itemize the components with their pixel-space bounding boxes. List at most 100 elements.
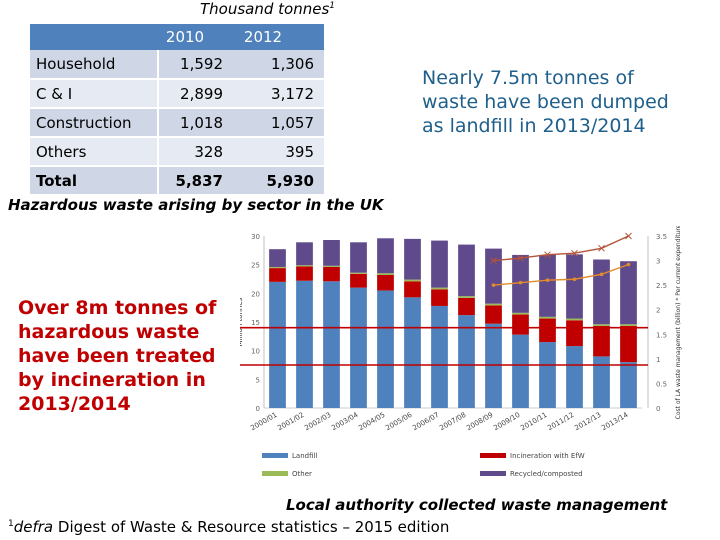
bar-segment-incineration-with-efw [404,281,421,298]
bar-segment-other [269,266,286,269]
bar-segment-landfill [512,334,529,408]
x-tick-label: 2013/14 [600,411,630,433]
bar-segment-incineration-with-efw [539,318,556,343]
bar-segment-other [512,312,529,315]
bar-segment-incineration-with-efw [593,326,610,357]
table-cell: Others [30,137,159,167]
bar-segment-other [323,265,340,267]
bar-segment-landfill [350,287,367,408]
bar-segment-landfill [539,342,556,408]
cost-marker [626,262,631,267]
bar-segment-other [566,318,583,321]
y2-tick-label: 1.5 [656,331,667,339]
y-tick-label: 15 [251,319,260,327]
table-cell: 3,172 [241,79,324,109]
bar-segment-incineration-with-efw [269,268,286,282]
table-cell: 1,018 [158,108,241,138]
hazard-note: Over 8m tonnes of hazardous waste have b… [18,297,217,415]
y-tick-label: 30 [251,233,260,241]
bar-segment-other [458,296,475,298]
y2-tick-label: 3 [656,258,660,266]
y2-tick-label: 2.5 [656,282,667,290]
cost-marker [572,277,577,282]
bar-segment-landfill [296,280,313,408]
table-cell: 1,592 [158,50,241,80]
legend-swatch [480,471,506,476]
bar-segment-incineration-with-efw [458,297,475,316]
bar-segment-incineration-with-efw [512,314,529,335]
legend-swatch [480,453,506,458]
chart-caption: Local authority collected waste manageme… [286,496,668,514]
table-cell: C & I [30,79,159,109]
x-tick-label: 2011/12 [546,411,575,432]
cost-marker [571,249,578,257]
landfill-note: Nearly 7.5m tonnes of waste have been du… [422,67,669,137]
bar-segment-landfill [458,315,475,408]
source-footnote: 1defra Digest of Waste & Resource statis… [8,518,450,536]
table-row: C & I 2,899 3,172 [30,79,324,109]
table-col-2012: 2012 [243,28,283,46]
y-tick-label: 25 [251,262,260,270]
table-cell: 2,899 [158,79,241,109]
bar-segment-other [350,272,367,274]
x-tick-label: 2009/10 [492,411,521,432]
x-tick-label: 2000/01 [249,411,278,432]
legend-label: Incineration with EfW [510,452,585,460]
bar-segment-other [377,273,394,275]
legend-label: Other [292,470,312,478]
table-cell: Total [30,166,159,196]
cost-marker [544,251,551,259]
bar-segment-other [296,265,313,267]
y-tick-label: 20 [251,290,260,298]
y-tick-label: 0 [256,405,260,413]
x-tick-label: 2006/07 [411,411,440,432]
x-tick-label: 2010/11 [519,411,548,432]
table-row: Total 5,837 5,930 [30,166,324,196]
cost-line [493,235,629,262]
x-tick-label: 2012/13 [573,411,602,432]
cost-marker [491,283,496,287]
cost-marker [545,278,550,283]
table-cell: 395 [241,137,324,167]
cost-marker [518,280,523,285]
y-tick-label: 10 [251,348,260,356]
table-unit-label: Thousand tonnes1 [200,0,336,18]
y2-axis-label: Cost of LA waste management (billion) * … [675,226,682,419]
x-tick-label: 2003/04 [330,411,360,433]
bar-segment-recycled-composted [566,254,583,319]
x-tick-label: 2002/03 [303,411,332,432]
bar-segment-recycled-composted [269,249,286,267]
table-cell: 5,930 [241,166,324,196]
bar-segment-landfill [269,281,286,408]
table-row: Construction 1,018 1,057 [30,108,324,138]
bar-segment-other [593,324,610,327]
bar-segment-incineration-with-efw [485,305,502,324]
bar-segment-recycled-composted [350,242,367,273]
bar-segment-recycled-composted [296,242,313,266]
waste-chart: 0 5 10 15 20 25 30 0 0.5 1 1.5 2 2.5 3 3.5 Million tonn… [240,226,682,478]
bar-segment-recycled-composted [323,240,340,266]
bar-segment-other [539,316,556,319]
legend-swatch [262,471,288,476]
y-tick-label: 5 [256,376,260,384]
bar-segment-landfill [485,323,502,408]
cost-marker [625,232,632,240]
x-tick-label: 2001/02 [276,411,305,432]
table-cell: 1,057 [241,108,324,138]
table-cell: 5,837 [158,166,241,196]
bar-segment-incineration-with-efw [620,326,637,363]
bar-segment-recycled-composted [377,238,394,274]
bar-segment-incineration-with-efw [323,266,340,282]
bar-segment-recycled-composted [620,261,637,325]
legend-label: Landfill [292,452,317,460]
x-tick-label: 2005/06 [384,411,414,433]
table-cell: Household [30,50,159,80]
waste-table: Household 1,592 1,306 C & I 2,899 3,172 Constr… [30,50,324,196]
bar-segment-landfill [431,305,448,408]
table-row: Others 328 395 [30,137,324,167]
bar-segment-other [404,279,421,282]
y2-tick-label: 0.5 [656,380,667,388]
x-tick-label: 2007/08 [438,411,467,432]
bar-segment-landfill [620,362,637,408]
bar-segment-other [431,287,448,290]
